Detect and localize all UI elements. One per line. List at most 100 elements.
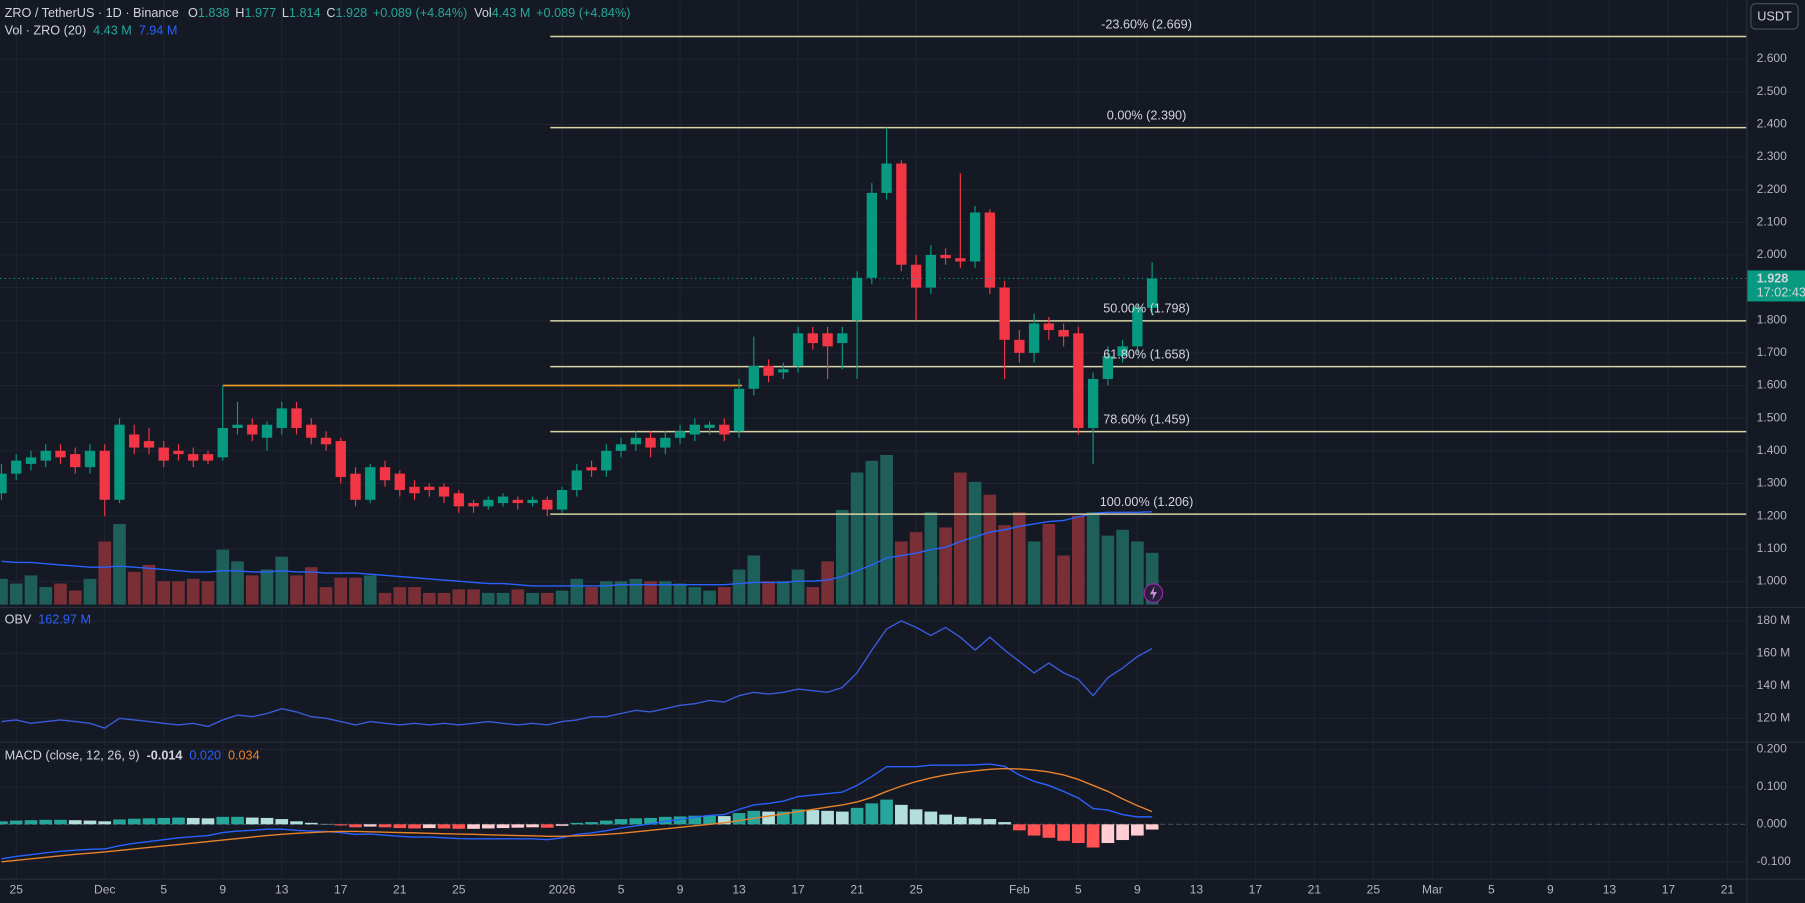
candle-body [571,470,582,491]
macd-hist-bar [378,824,392,828]
volume-bar [939,527,952,605]
macd-hist-bar [363,824,377,827]
volume-bar [1072,515,1085,605]
macd-hist-bar [39,819,53,825]
x-tick-label: 5 [1075,882,1082,896]
macd-hist-bar [909,809,923,825]
candle-body [601,450,612,471]
volume-bar [408,587,421,605]
macd-hist-bar [83,820,97,825]
volume-bar [172,581,185,605]
volume-bar [1057,555,1070,605]
macd-hist-bar [732,813,746,825]
volume-bar [319,587,333,605]
x-tick-label: 13 [732,882,746,896]
volume-bar [393,587,407,605]
x-tick-label: 9 [1134,882,1141,896]
volume-bar [658,581,672,605]
symbol-title: ZRO / TetherUS · 1D · Binance [5,6,179,20]
macd-hist-bar [865,803,879,825]
obv-tick-label: 120 M [1757,711,1791,725]
candle-body [424,486,435,491]
x-tick-label: 25 [10,882,24,896]
candle-body [763,365,774,376]
macd-hist-bar [245,817,259,825]
macd-hist-bar [0,821,8,825]
candle-body [674,431,686,438]
y-tick-label: 2.000 [1757,247,1788,261]
macd-hist-bar [1145,824,1159,830]
obv-tick-label: 140 M [1757,678,1791,692]
volume-bar [363,575,377,605]
candle-body [84,450,96,468]
volume-bar [113,523,126,605]
x-tick-label: 25 [1367,882,1381,896]
currency[interactable]: USDT [1757,9,1792,23]
volume-bar [776,581,790,605]
obv-tick-label: 180 M [1757,613,1791,627]
macd-hist-bar [496,824,510,829]
macd-hist-bar [172,817,185,825]
volume-bar [570,578,584,605]
key: H [235,6,244,20]
volume-bar [1101,535,1115,605]
volume-value: 4.43 M [492,6,531,20]
volume-bar [555,590,569,605]
obv-legend: OBV 162.97 M [5,613,91,627]
header-line: ZRO / TetherUS · 1D · Binance O1.838 H1.97… [5,6,631,20]
candle-body [217,427,228,458]
x-tick-label: 5 [160,882,167,896]
candle-body [11,460,22,474]
macd-hist-bar [186,817,200,825]
volume-bar [260,569,274,605]
candle-body [586,467,597,471]
low-value: 1.814 [289,6,321,20]
macd-hist-bar [231,816,244,825]
volume-bar [1086,512,1100,605]
volume-bar [98,541,112,605]
macd-hist-bar [998,822,1011,825]
volume-bar [1042,523,1056,605]
currency-box[interactable] [1750,3,1799,30]
candle-body [778,369,789,373]
macd-hist-bar [791,809,805,825]
macd-hist-bar [806,810,820,825]
macd-hist-bar [1057,824,1070,841]
price-tag-value: 1.928 [1757,271,1789,285]
candle-body [497,496,509,504]
candle-body [232,424,243,428]
macd-hist-bar [1131,824,1144,836]
candle-body [1073,333,1084,428]
macd-hist-bar [157,817,171,825]
candle-body [335,441,346,477]
macd-hist-bar [983,819,997,825]
candle-body [202,454,214,461]
macd-hist-bar [835,811,849,825]
macd-hist-bar [526,824,539,828]
y-tick-label: 2.200 [1757,182,1788,196]
volume-bar [880,454,893,605]
candle-body [468,503,479,507]
macd-hist-bar [142,818,156,825]
volume-value: 4.43 M [93,24,132,38]
candle-body [99,450,110,500]
volume-ma-value: 7.94 M [139,24,178,38]
volume-bar [1013,512,1026,605]
price-tag-countdown: 17:02:43 [1757,286,1805,300]
candle-body [0,473,7,494]
macd-hist-bar [334,824,348,826]
volume-bar [1131,541,1144,605]
candle-body [940,254,951,259]
candle-body [969,212,981,262]
candle-body [158,447,169,461]
macd-hist-bar [467,824,480,829]
candle-body [925,254,937,288]
macd-hist-bar [481,824,495,829]
candle-body [291,408,302,428]
price-tag [1747,270,1805,302]
macd-hist-bar [1027,824,1041,836]
volume-bar [231,561,244,605]
x-tick-label: 2026 [549,882,576,896]
